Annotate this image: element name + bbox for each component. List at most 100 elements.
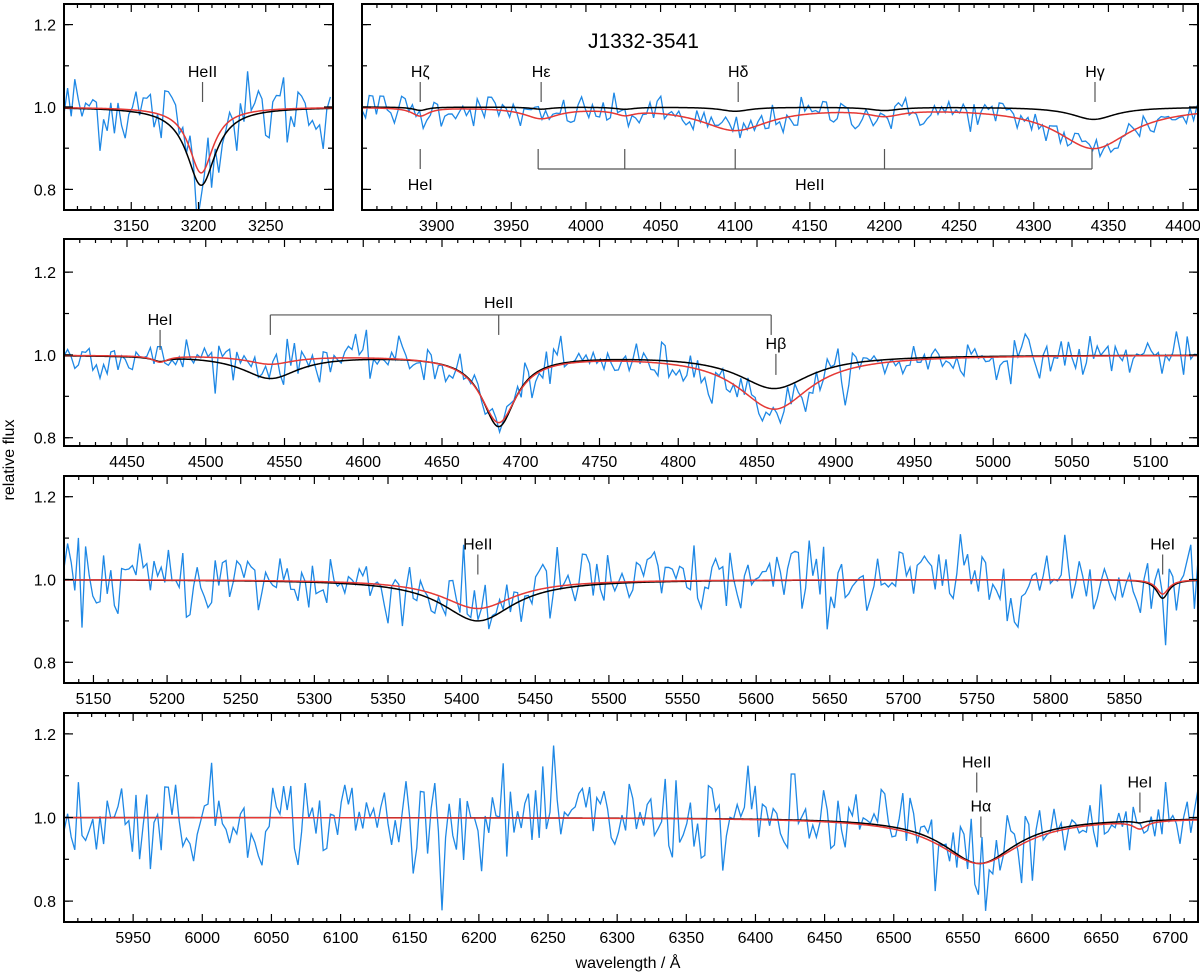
x-tick-label: 4100 — [717, 218, 753, 235]
x-tick-label: 4200 — [867, 218, 903, 235]
x-tick-label: 5750 — [959, 691, 995, 708]
observed-spectrum-line — [64, 329, 1198, 435]
y-tick-label: 1.2 — [34, 265, 56, 282]
x-tick-label: 4900 — [818, 454, 854, 471]
line-label: HeI — [1150, 537, 1175, 554]
y-tick-label: 1.0 — [34, 811, 56, 828]
x-tick-label: 4050 — [643, 218, 679, 235]
x-tick-label: 4850 — [739, 454, 775, 471]
y-axis-label: relative flux — [1, 420, 18, 501]
series-label: HeII — [795, 177, 824, 194]
x-tick-label: 6200 — [461, 930, 497, 947]
panel-p2: 3900 3950 4000 4050 4100 4150 4200 4250 4300 4350… — [361, 3, 1200, 235]
x-tick-label: 6150 — [392, 930, 428, 947]
x-tick-label: 4800 — [660, 454, 696, 471]
x-tick-label: 3150 — [113, 218, 149, 235]
x-tick-label: 5100 — [1133, 454, 1169, 471]
x-tick-label: 4500 — [188, 454, 224, 471]
x-tick-label: 3200 — [181, 218, 217, 235]
x-tick-label: 4750 — [582, 454, 618, 471]
model-red-line — [64, 816, 1198, 865]
x-tick-label: 3900 — [419, 218, 455, 235]
x-tick-label: 5050 — [1054, 454, 1090, 471]
x-tick-label: 4350 — [1091, 218, 1127, 235]
y-tick-label: 1.2 — [34, 727, 56, 744]
x-tick-label: 6300 — [599, 930, 635, 947]
observed-spectrum-line — [64, 745, 1198, 911]
panel-p3: 4450 4500 4550 4600 4650 4700 4750 4800 4850 4900… — [34, 238, 1199, 471]
x-tick-label: 5500 — [591, 691, 627, 708]
x-tick-label: 4150 — [792, 218, 828, 235]
x-tick-label: 6700 — [1153, 930, 1189, 947]
model-red-line — [64, 354, 1198, 424]
model-red-line — [64, 578, 1198, 610]
panel-p1: 3150 3200 3250 0.8 1.0 1.2 HeII — [34, 3, 334, 235]
x-tick-label: 5600 — [738, 691, 774, 708]
line-label: HeII — [463, 537, 492, 554]
y-tick-label: 0.8 — [34, 894, 56, 911]
x-tick-label: 6550 — [945, 930, 981, 947]
line-label: Hδ — [728, 64, 749, 81]
observed-spectrum-line — [64, 534, 1198, 646]
x-tick-label: 5450 — [517, 691, 553, 708]
model-red-line — [64, 107, 333, 174]
x-tick-label: 4250 — [941, 218, 977, 235]
series-label: HeII — [484, 295, 513, 312]
line-label: Hε — [532, 64, 551, 81]
x-tick-label: 5950 — [115, 930, 151, 947]
x-tick-label: 6450 — [807, 930, 843, 947]
x-tick-label: 6000 — [184, 930, 220, 947]
x-tick-label: 6050 — [254, 930, 290, 947]
x-tick-label: 4000 — [568, 218, 604, 235]
panel-frame — [63, 3, 334, 211]
line-label: HeII — [962, 755, 991, 772]
x-tick-label: 5650 — [812, 691, 848, 708]
x-tick-label: 6250 — [530, 930, 566, 947]
x-tick-label: 5400 — [444, 691, 480, 708]
line-label: Hζ — [411, 64, 430, 81]
model-black-line — [64, 579, 1198, 622]
x-tick-label: 5250 — [223, 691, 259, 708]
x-tick-label: 5150 — [76, 691, 112, 708]
x-tick-label: 5350 — [370, 691, 406, 708]
x-tick-label: 5200 — [149, 691, 185, 708]
x-tick-label: 6600 — [1014, 930, 1050, 947]
x-tick-label: 5000 — [975, 454, 1011, 471]
y-tick-label: 1.0 — [34, 573, 56, 590]
x-tick-label: 3250 — [248, 218, 284, 235]
y-tick-label: 1.2 — [34, 18, 56, 35]
y-tick-label: 1.2 — [34, 490, 56, 507]
y-tick-label: 1.0 — [34, 348, 56, 365]
x-tick-label: 5850 — [1107, 691, 1143, 708]
x-tick-label: 4700 — [503, 454, 539, 471]
line-label: Hα — [970, 799, 991, 816]
line-label: HeII — [188, 64, 217, 81]
x-tick-label: 5800 — [1033, 691, 1069, 708]
x-tick-label: 5550 — [665, 691, 701, 708]
x-tick-label: 4400 — [1165, 218, 1200, 235]
x-tick-label: 6400 — [738, 930, 774, 947]
line-label: HeI — [1127, 775, 1152, 792]
model-black-line — [64, 107, 333, 187]
x-tick-label: 4450 — [109, 454, 145, 471]
model-red-line — [362, 107, 1198, 150]
panel-p4: 5150 5200 5250 5300 5350 5400 5450 5500 5550 5600… — [34, 475, 1199, 708]
y-tick-label: 0.8 — [34, 182, 56, 199]
line-label: Hβ — [766, 336, 787, 353]
observed-spectrum-line — [362, 92, 1198, 159]
panel-p5: 5950 6000 6050 6100 6150 6200 6250 6300 6350 6400… — [34, 712, 1199, 947]
x-axis-label: wavelength / Å — [575, 953, 681, 972]
line-label: Hγ — [1085, 64, 1105, 81]
y-tick-label: 0.8 — [34, 655, 56, 672]
x-tick-label: 5700 — [886, 691, 922, 708]
observed-spectrum-line — [64, 71, 332, 210]
x-tick-label: 4550 — [267, 454, 303, 471]
line-label: HeI — [148, 312, 173, 329]
panel-frame — [63, 238, 1199, 447]
x-tick-label: 6350 — [669, 930, 705, 947]
y-tick-label: 1.0 — [34, 100, 56, 117]
x-tick-label: 4650 — [424, 454, 460, 471]
x-tick-label: 6650 — [1083, 930, 1119, 947]
x-tick-label: 4950 — [897, 454, 933, 471]
